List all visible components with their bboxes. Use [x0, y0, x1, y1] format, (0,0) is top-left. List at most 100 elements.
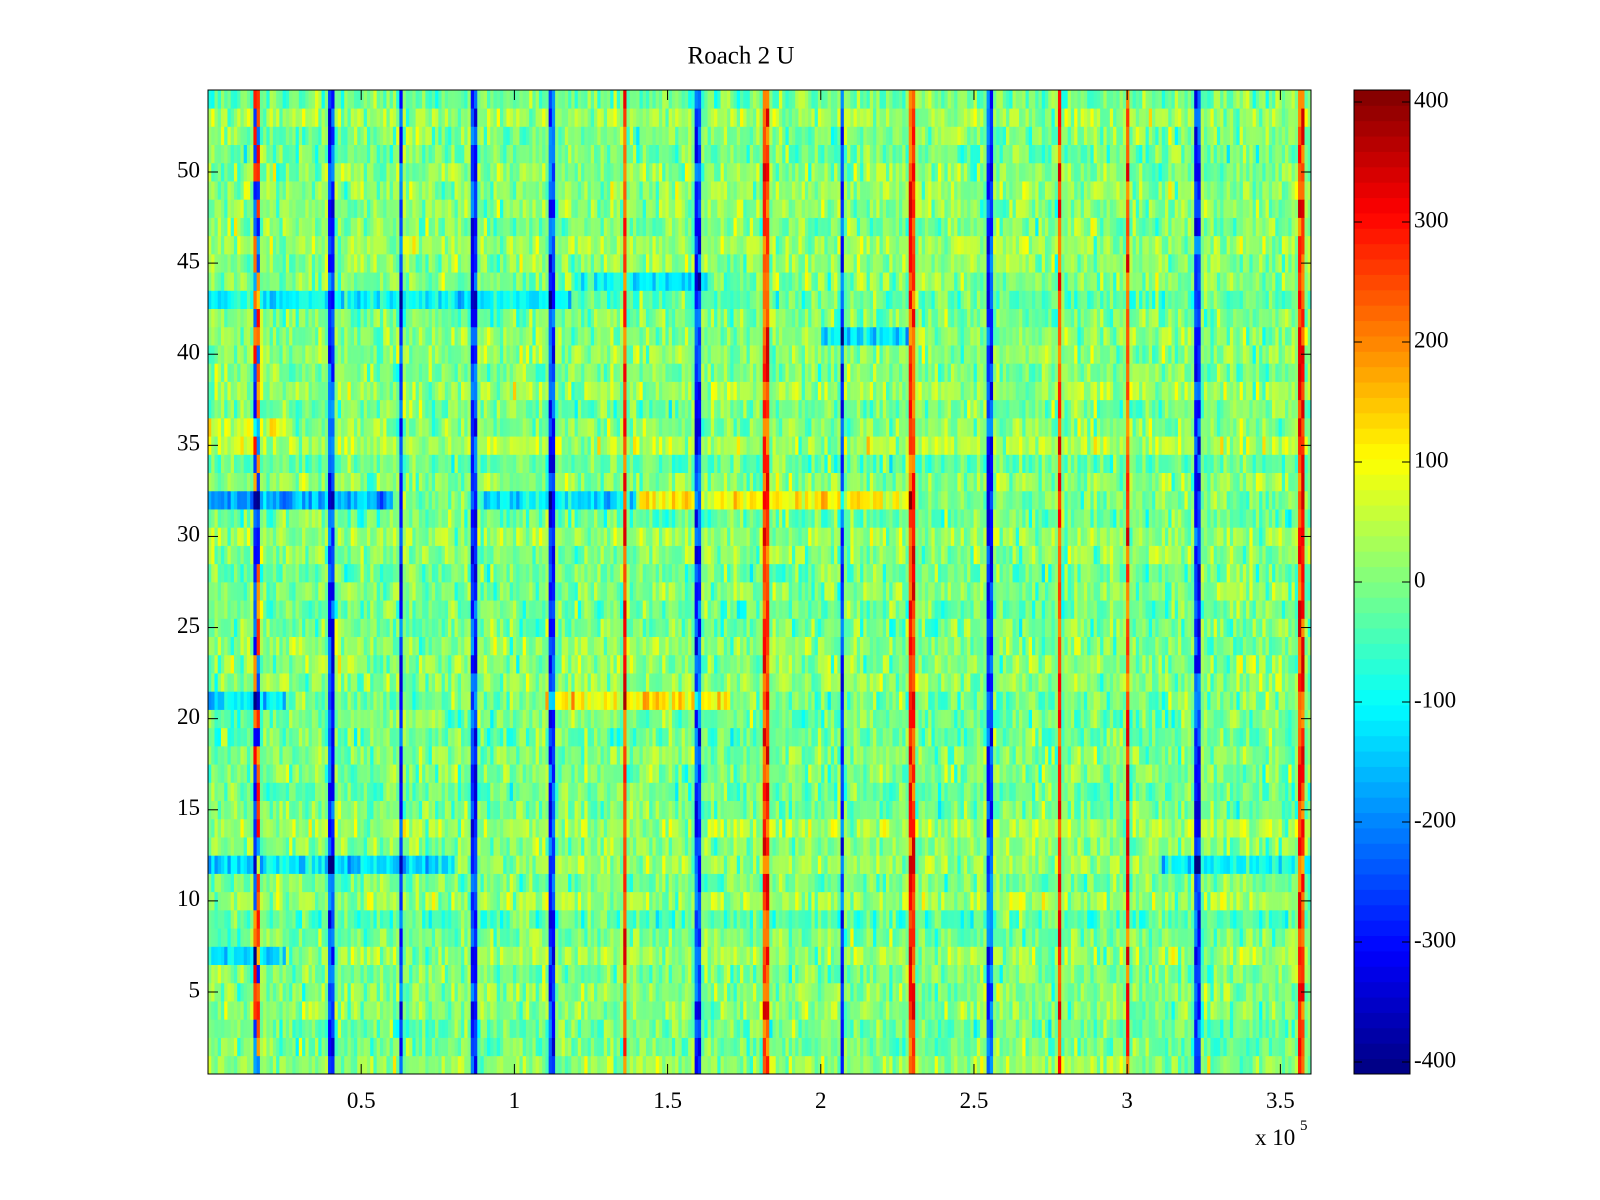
- heatmap-cell: [1103, 946, 1107, 966]
- heatmap-cell: [1161, 1001, 1166, 1020]
- heatmap-cell: [931, 891, 936, 911]
- heatmap-cell: [941, 873, 945, 893]
- heatmap-cell: [285, 818, 290, 838]
- heatmap-cell: [746, 873, 751, 893]
- heatmap-cell: [697, 800, 702, 820]
- heatmap-cell: [720, 855, 725, 874]
- heatmap-cell: [480, 873, 485, 893]
- heatmap-cell: [1051, 928, 1056, 947]
- heatmap-cell: [1307, 837, 1312, 856]
- heatmap-cell: [830, 855, 835, 874]
- heatmap-cell: [678, 891, 682, 911]
- heatmap-cell: [860, 928, 864, 947]
- heatmap-cell: [568, 928, 572, 947]
- heatmap-cell: [684, 1001, 689, 1020]
- heatmap-cell: [947, 910, 952, 929]
- heatmap-cell: [610, 910, 614, 929]
- heatmap-cell: [743, 982, 747, 1002]
- heatmap-cell: [798, 837, 803, 856]
- heatmap-cell: [697, 1001, 702, 1020]
- heatmap-cell: [379, 1001, 384, 1020]
- heatmap-cell: [444, 1055, 449, 1075]
- heatmap-cell: [1051, 1055, 1056, 1075]
- heatmap-cell: [474, 873, 478, 893]
- heatmap-cell: [360, 982, 365, 1002]
- heatmap-cell: [1077, 964, 1082, 984]
- heatmap-cell: [483, 837, 488, 856]
- heatmap-cell: [444, 1001, 449, 1020]
- heatmap-cell: [762, 855, 767, 874]
- heatmap-cell: [671, 891, 676, 911]
- heatmap-cell: [866, 1037, 871, 1057]
- heatmap-cell: [451, 873, 455, 893]
- heatmap-cell: [616, 855, 621, 874]
- heatmap-cell: [1074, 1019, 1078, 1038]
- heatmap-cell: [581, 1037, 585, 1057]
- heatmap-cell: [1057, 873, 1062, 893]
- heatmap-cell: [957, 1001, 961, 1020]
- heatmap-cell: [986, 873, 991, 893]
- heatmap-cell: [636, 1019, 640, 1038]
- heatmap-cell: [788, 964, 793, 984]
- heatmap-cell: [1148, 910, 1153, 929]
- heatmap-cell: [753, 910, 757, 929]
- heatmap-cell: [1229, 1019, 1234, 1038]
- heatmap-cell: [662, 946, 666, 966]
- heatmap-cell: [704, 818, 708, 838]
- heatmap-cell: [1288, 1001, 1292, 1020]
- heatmap-cell: [564, 964, 569, 984]
- heatmap-cell: [837, 891, 841, 911]
- heatmap-cell: [350, 1001, 355, 1020]
- heatmap-cell: [259, 800, 264, 820]
- heatmap-cell: [616, 818, 621, 838]
- heatmap-cell: [564, 1037, 569, 1057]
- heatmap-cell: [785, 873, 790, 893]
- heatmap-cell: [1028, 818, 1033, 838]
- heatmap-cell: [545, 910, 549, 929]
- heatmap-cell: [847, 1001, 851, 1020]
- heatmap-cell: [1048, 818, 1052, 838]
- heatmap-cell: [1255, 964, 1260, 984]
- heatmap-cell: [937, 1037, 942, 1057]
- heatmap-cell: [915, 1001, 919, 1020]
- heatmap-cell: [532, 800, 536, 820]
- heatmap-cell: [840, 982, 845, 1002]
- heatmap-cell: [1307, 964, 1312, 984]
- heatmap-cell: [402, 964, 407, 984]
- heatmap-cell: [474, 1019, 478, 1038]
- heatmap-cell: [318, 946, 322, 966]
- heatmap-cell: [840, 837, 845, 856]
- heatmap-cell: [233, 873, 238, 893]
- heatmap-cell: [863, 818, 867, 838]
- heatmap-cell: [610, 928, 614, 947]
- heatmap-cell: [1246, 946, 1250, 966]
- heatmap-cell: [1083, 1001, 1088, 1020]
- heatmap-cell: [535, 837, 540, 856]
- heatmap-cell: [645, 800, 650, 820]
- heatmap-cell: [860, 1001, 864, 1020]
- heatmap-cell: [1015, 1037, 1020, 1057]
- heatmap-cell: [334, 928, 339, 947]
- heatmap-cell: [928, 982, 932, 1002]
- heatmap-cell: [691, 837, 695, 856]
- heatmap-cell: [1100, 928, 1104, 947]
- heatmap-cell: [1106, 1055, 1111, 1075]
- heatmap-cell: [720, 928, 725, 947]
- heatmap-cell: [1103, 891, 1107, 911]
- heatmap-cell: [1249, 1037, 1253, 1057]
- heatmap-cell: [581, 818, 585, 838]
- heatmap-cell: [493, 982, 498, 1002]
- heatmap-cell: [688, 800, 692, 820]
- heatmap-cell: [691, 1001, 695, 1020]
- heatmap-cell: [778, 1019, 783, 1038]
- heatmap-cell: [256, 1001, 261, 1020]
- heatmap-cell: [383, 1055, 387, 1075]
- heatmap-cell: [665, 982, 670, 1002]
- heatmap-cell: [860, 837, 864, 856]
- heatmap-cell: [717, 800, 721, 820]
- heatmap-cell: [230, 873, 235, 893]
- heatmap-cell: [723, 873, 728, 893]
- heatmap-cell: [1083, 928, 1088, 947]
- heatmap-cell: [1139, 1019, 1143, 1038]
- heatmap-cell: [1252, 855, 1257, 874]
